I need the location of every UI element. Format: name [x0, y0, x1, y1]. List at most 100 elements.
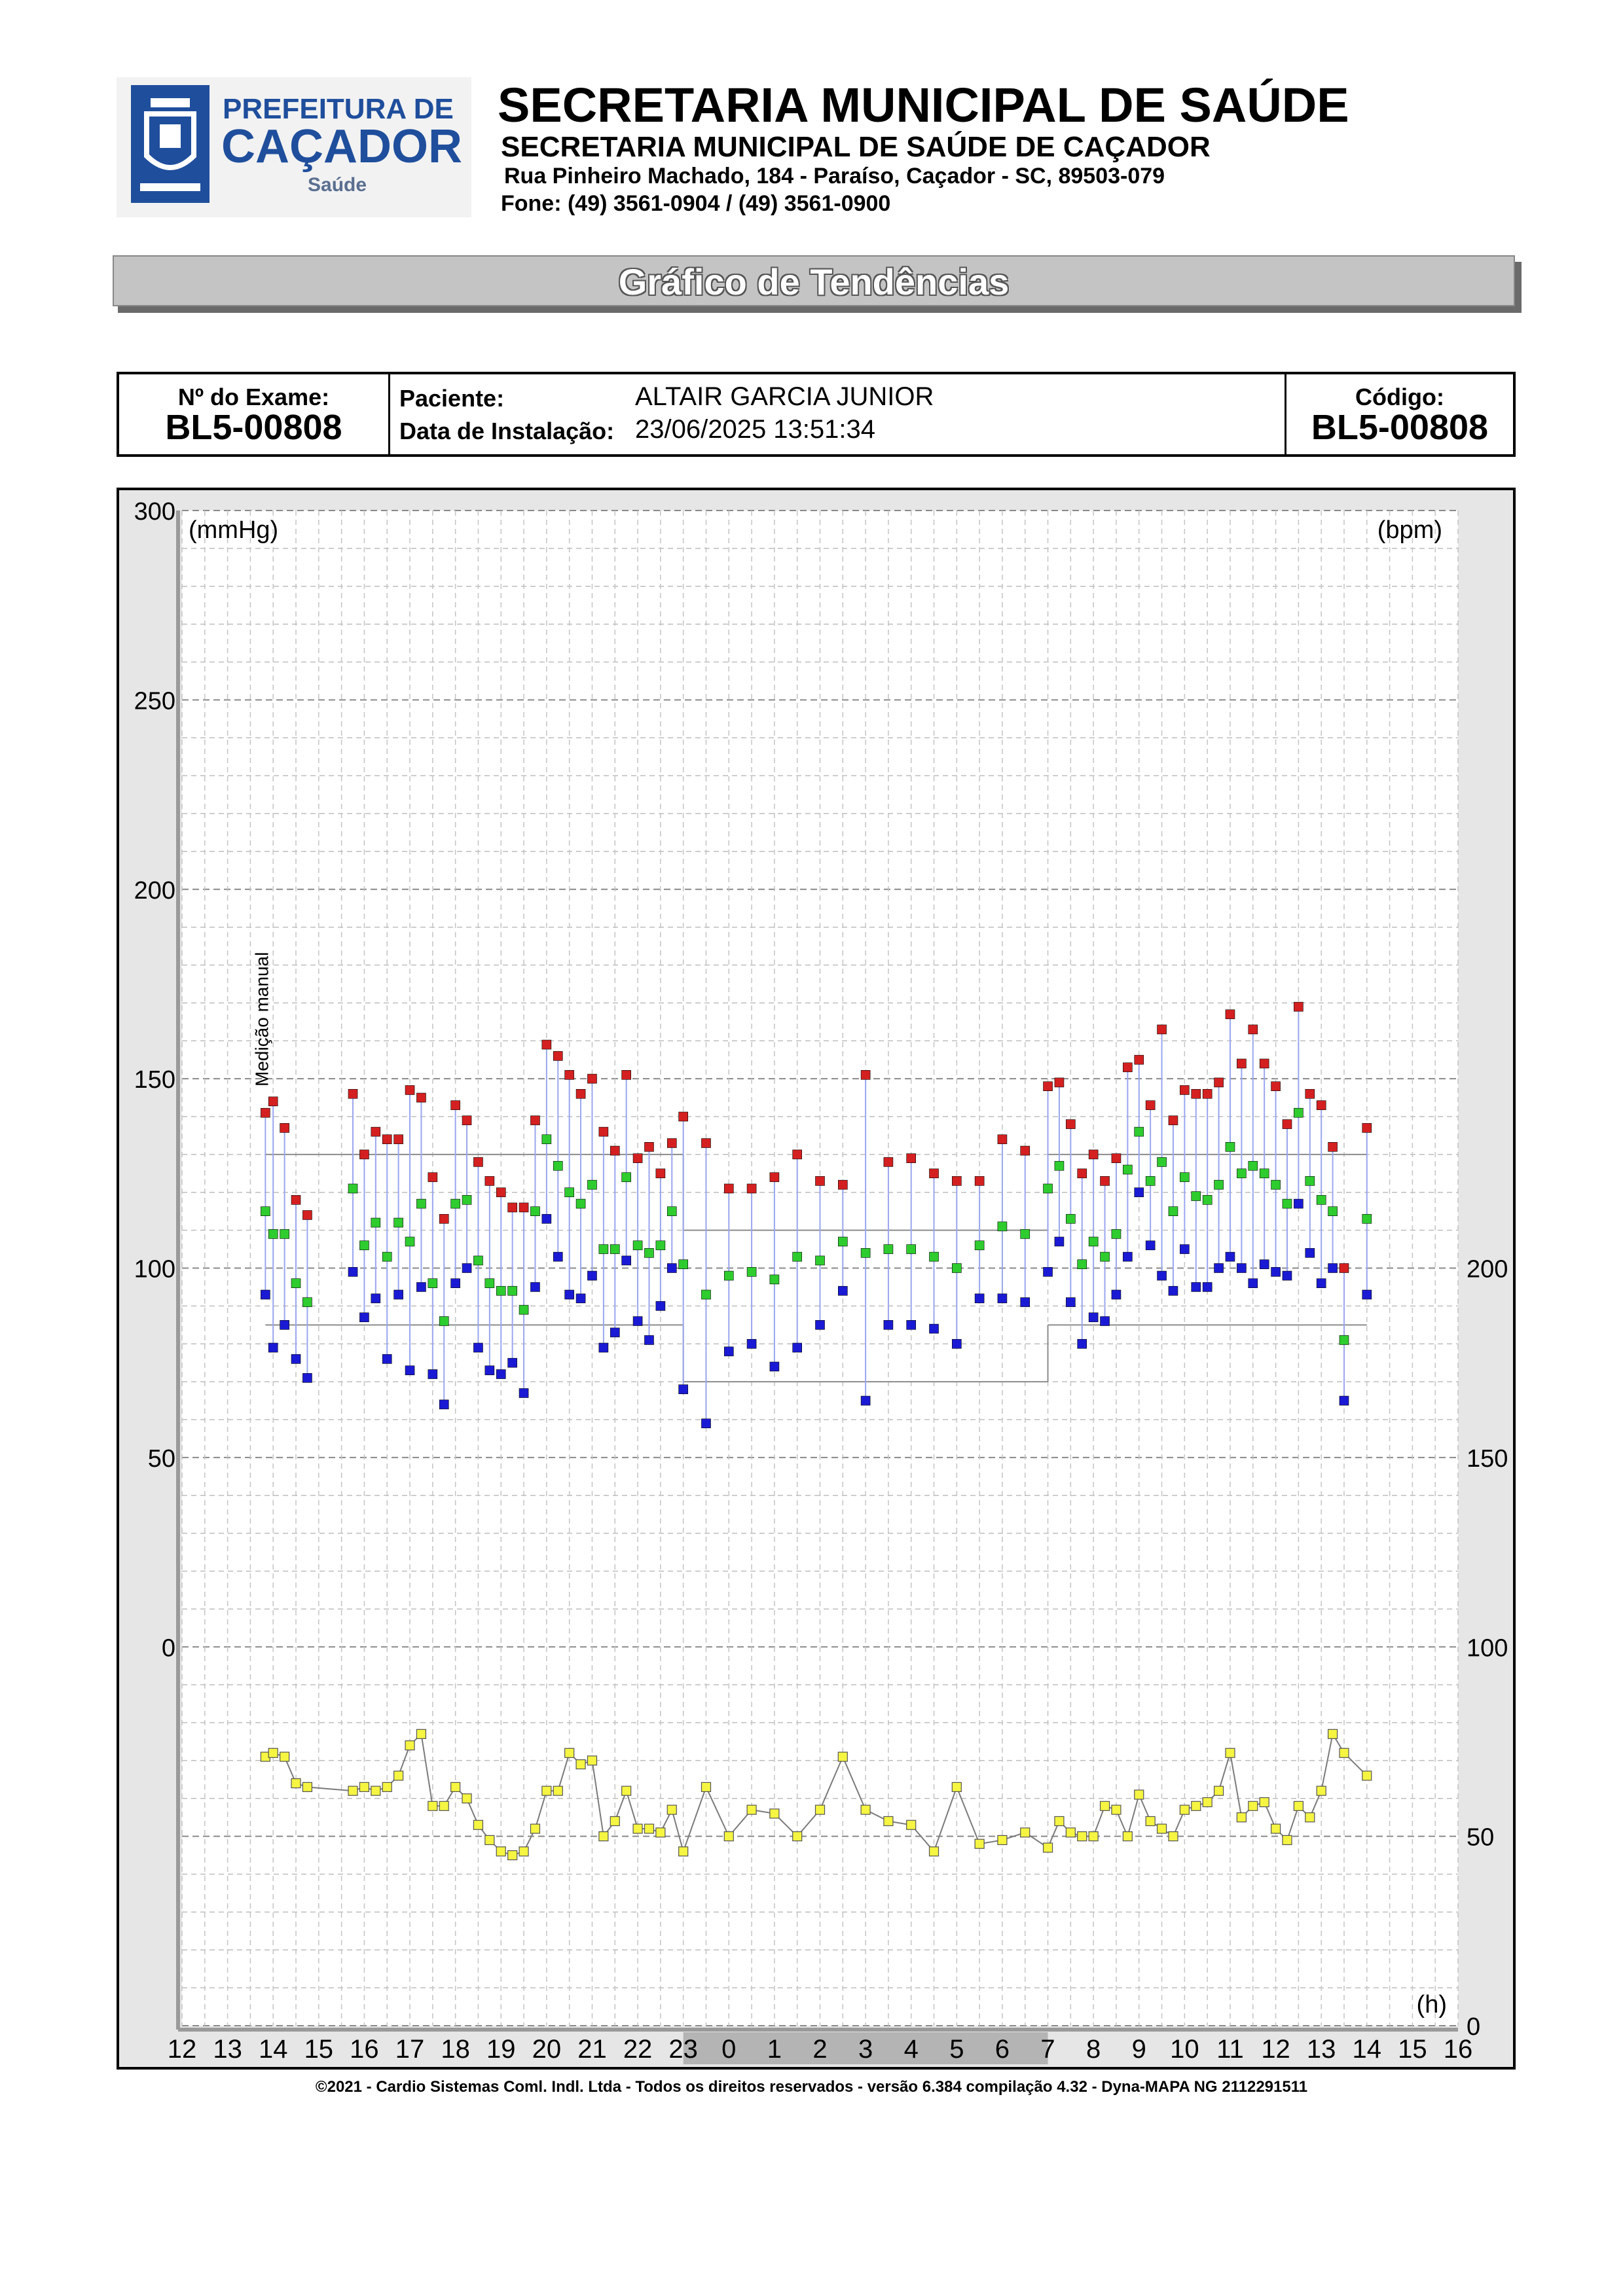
heart-rate-point [666, 1804, 677, 1815]
mean-point [484, 1278, 495, 1288]
diastolic-point [416, 1282, 426, 1292]
heart-rate-point [723, 1831, 734, 1842]
x-axis-tick-label: 16 [350, 2035, 379, 2064]
heart-rate-point [792, 1831, 803, 1842]
systolic-point [906, 1153, 917, 1163]
x-axis-tick-label: 22 [623, 2035, 653, 2064]
diastolic-point [302, 1373, 312, 1383]
diastolic-point [507, 1357, 517, 1368]
diastolic-point [496, 1369, 506, 1379]
mean-point [1214, 1179, 1224, 1190]
mean-point [541, 1134, 552, 1145]
mean-point [644, 1248, 654, 1258]
systolic-point [1168, 1115, 1178, 1126]
systolic-point [701, 1138, 711, 1148]
heart-rate-point [621, 1785, 632, 1796]
systolic-point [860, 1070, 871, 1080]
systolic-point [1100, 1176, 1110, 1186]
heart-rate-point [280, 1751, 290, 1762]
exam-number-value: BL5-00808 [165, 408, 342, 447]
mean-point [655, 1240, 666, 1251]
systolic-point [587, 1073, 597, 1084]
mean-point [1259, 1168, 1269, 1179]
x-axis-tick-label: 16 [1444, 2035, 1473, 2064]
mean-point [723, 1270, 734, 1281]
systolic-point [838, 1179, 848, 1190]
heart-rate-point [951, 1782, 962, 1792]
mean-point [1077, 1259, 1087, 1270]
systolic-point [610, 1145, 620, 1156]
mean-point [302, 1297, 312, 1307]
heart-rate-point [450, 1782, 461, 1792]
heart-rate-point [837, 1751, 848, 1762]
diastolic-point [1316, 1278, 1326, 1288]
systolic-point [1191, 1088, 1201, 1099]
systolic-point [1282, 1119, 1292, 1129]
x-axis-tick-label: 20 [532, 2035, 562, 2064]
x-axis-tick-label: 23 [668, 2035, 698, 2064]
systolic-point [553, 1051, 563, 1061]
sleep-period-band [683, 2032, 1048, 2064]
diastolic-point [553, 1251, 563, 1262]
mean-point [519, 1304, 529, 1315]
mean-point [405, 1236, 415, 1247]
logo-text-top: PREFEITURA DE [223, 93, 454, 125]
systolic-point [348, 1088, 358, 1099]
systolic-point [1248, 1024, 1258, 1035]
heart-rate-point [1054, 1816, 1065, 1827]
systolic-point [1237, 1058, 1247, 1069]
mean-point [815, 1255, 825, 1266]
mean-point [1066, 1213, 1076, 1224]
mean-point [666, 1206, 677, 1216]
mean-point [1305, 1176, 1315, 1186]
heart-rate-point [701, 1782, 712, 1792]
systolic-point [678, 1111, 688, 1122]
diastolic-point [746, 1338, 757, 1349]
systolic-point [1134, 1054, 1144, 1065]
diastolic-point [1328, 1263, 1338, 1273]
heart-rate-point [814, 1804, 826, 1815]
heart-rate-point [655, 1827, 666, 1838]
systolic-point [507, 1202, 517, 1213]
diastolic-point [1191, 1282, 1201, 1292]
mean-point [1180, 1172, 1190, 1182]
x-axis-tick-label: 19 [486, 2035, 516, 2064]
mean-point [462, 1195, 472, 1205]
manual-measurement-annotation: Medição manual [251, 952, 272, 1086]
diastolic-point [860, 1395, 871, 1406]
left-axis-tick-label: 0 [162, 1634, 175, 1662]
systolic-point [405, 1085, 415, 1095]
x-axis-tick-label: 21 [577, 2035, 607, 2064]
logo-text-sub: Saúde [308, 174, 367, 196]
mean-point [746, 1266, 757, 1277]
mean-point [1054, 1160, 1065, 1171]
diastolic-point [484, 1365, 495, 1376]
systolic-point [261, 1107, 270, 1118]
systolic-point [632, 1153, 643, 1163]
heart-rate-point [1248, 1801, 1258, 1811]
copyright-footer: ©2021 - Cardio Sistemas Coml. Indl. Ltda… [315, 2078, 1308, 2096]
heart-rate-point [484, 1835, 495, 1846]
mean-point [261, 1206, 270, 1216]
systolic-point [1054, 1077, 1065, 1088]
systolic-point [1077, 1168, 1087, 1179]
systolic-point [1088, 1149, 1099, 1160]
heart-rate-point [1042, 1842, 1053, 1853]
mean-point [1043, 1183, 1053, 1194]
left-axis-tick-label: 300 [134, 498, 175, 526]
banner [113, 255, 1515, 306]
heart-rate-point [359, 1782, 370, 1792]
install-date-label: Data de Instalação: [399, 418, 615, 444]
trend-chart-frame [117, 488, 1516, 2070]
systolic-point [496, 1187, 506, 1198]
heart-rate-point [382, 1782, 392, 1792]
right-axis-tick-label: 200 [1467, 1256, 1508, 1283]
systolic-point [1043, 1081, 1053, 1091]
x-axis-tick-label: 2 [812, 2035, 827, 2064]
diastolic-point [587, 1270, 597, 1281]
x-axis-tick-label: 15 [304, 2035, 334, 2064]
systolic-point [746, 1183, 757, 1194]
diastolic-point [644, 1335, 654, 1345]
mean-point [1362, 1213, 1372, 1224]
